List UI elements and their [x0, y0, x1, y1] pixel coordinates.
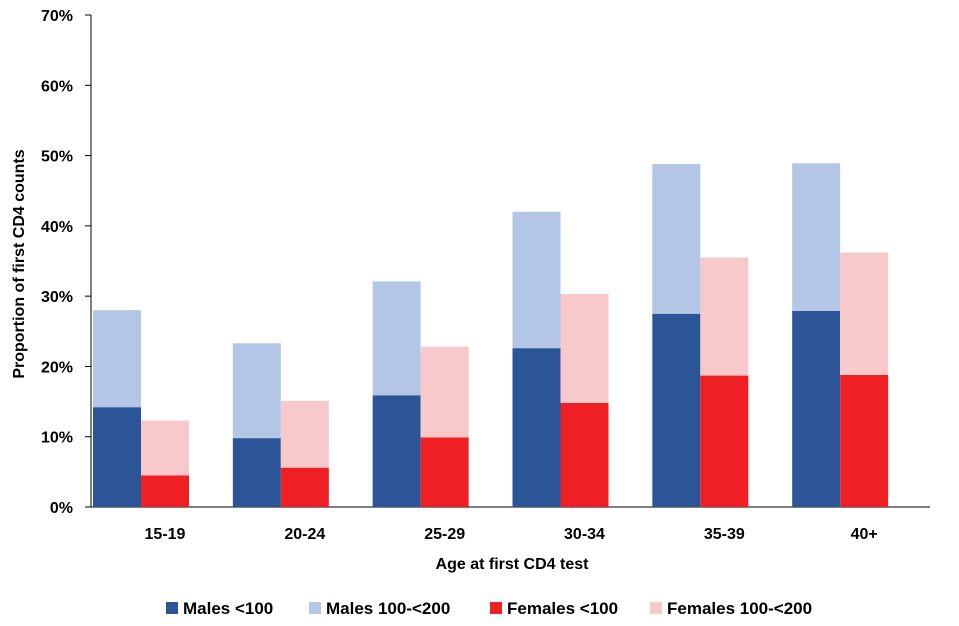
bar-females-100-3539: [700, 375, 749, 507]
x-tick-label: 20-24: [284, 526, 325, 543]
bar-males-100-200-3539: [652, 164, 701, 314]
bar-females-100-2529: [420, 437, 469, 507]
bar-males-100-40: [792, 310, 841, 507]
y-tick-label: 40%: [41, 219, 73, 236]
x-tick-label: 30-34: [564, 526, 605, 543]
y-tick-label: 10%: [41, 430, 73, 447]
bar-males-100-2024: [232, 438, 281, 507]
y-tick-label: 30%: [41, 289, 73, 306]
legend-swatch: [166, 602, 178, 614]
bar-females-100-2024: [280, 467, 329, 507]
bar-females-100-200-3034: [560, 294, 609, 403]
x-axis: 15-19 20-24 25-29 30-34 35-39 40+: [91, 506, 930, 543]
bar-males-100-3539: [652, 313, 701, 507]
bar-females-100-3034: [560, 402, 609, 507]
legend-item: Males 100-<200: [309, 599, 450, 618]
legend-label: Females 100-<200: [667, 599, 812, 618]
x-axis-title: Age at first CD4 test: [436, 556, 590, 573]
legend-item: Males <100: [166, 599, 273, 618]
bar-males-100-2529: [372, 395, 421, 507]
x-tick-label: 15-19: [145, 526, 186, 543]
y-tick-label: 0%: [50, 500, 73, 517]
bar-females-100-200-2529: [420, 346, 469, 438]
bar-females-100-200-1519: [141, 420, 189, 476]
bar-males-100-1519: [93, 407, 141, 507]
bars: [93, 163, 889, 507]
legend-label: Males <100: [183, 599, 273, 618]
x-tick-label: 25-29: [424, 526, 465, 543]
legend-label: Females <100: [507, 599, 618, 618]
legend-swatch: [309, 602, 321, 614]
legend: Males <100 Males 100-<200 Females <100 Fema…: [166, 599, 812, 618]
bar-females-100-1519: [141, 475, 189, 507]
y-tick-label: 70%: [41, 8, 73, 25]
legend-swatch: [490, 602, 502, 614]
y-tick-label: 20%: [41, 359, 73, 376]
x-tick-label: 40+: [851, 526, 878, 543]
bar-females-100-200-40: [840, 252, 889, 375]
bar-males-100-200-1519: [93, 310, 141, 408]
bar-males-100-200-2024: [232, 343, 281, 439]
legend-item: Females 100-<200: [650, 599, 812, 618]
bar-males-100-3034: [512, 348, 561, 507]
bar-females-100-200-3539: [700, 257, 749, 376]
bar-females-100-40: [840, 374, 889, 507]
legend-label: Males 100-<200: [326, 599, 450, 618]
y-axis: 0% 10% 20% 30% 40% 50% 60% 70%: [41, 8, 92, 517]
x-tick-label: 35-39: [704, 526, 745, 543]
legend-item: Females <100: [490, 599, 618, 618]
bar-males-100-200-2529: [372, 281, 421, 396]
bar-males-100-200-3034: [512, 211, 561, 349]
y-tick-label: 50%: [41, 149, 73, 166]
bar-males-100-200-40: [792, 163, 841, 311]
y-tick-label: 60%: [41, 78, 73, 95]
bar-females-100-200-2024: [280, 400, 329, 468]
legend-swatch: [650, 602, 662, 614]
y-axis-title: Proportion of first CD4 counts: [11, 149, 28, 378]
